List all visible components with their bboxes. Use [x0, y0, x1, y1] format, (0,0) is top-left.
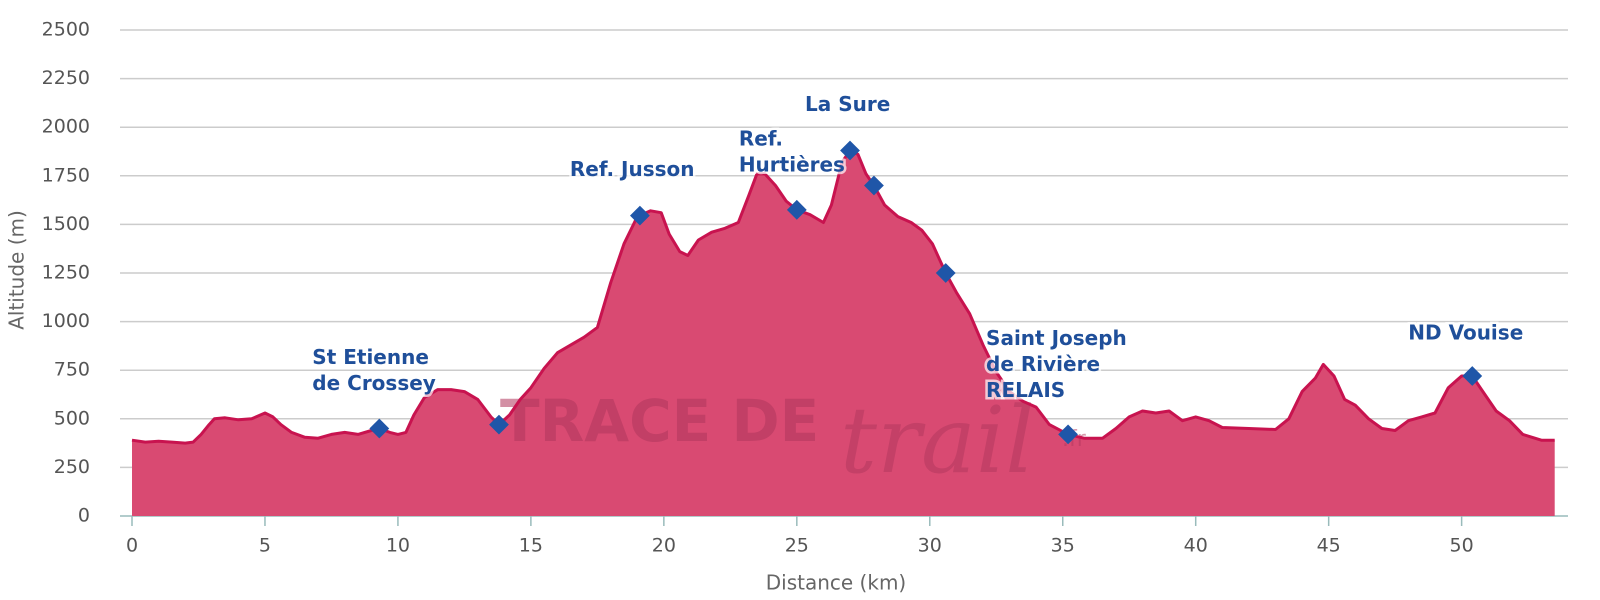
waypoint-label: RELAIS: [986, 378, 1065, 402]
waypoint-label: de Rivière: [986, 352, 1100, 376]
area-fill: [132, 150, 1555, 516]
y-tick-label: 2000: [42, 116, 90, 138]
x-tick-label: 30: [918, 535, 942, 557]
x-axis-title: Distance (km): [766, 571, 906, 595]
x-tick-label: 15: [519, 535, 543, 557]
watermark: trail: [840, 387, 1035, 494]
y-tick-label: 1750: [42, 164, 90, 186]
x-tick-label: 35: [1051, 535, 1075, 557]
y-tick-label: 750: [54, 359, 90, 381]
waypoint-label: Ref. Jusson: [570, 157, 695, 181]
x-tick-label: 50: [1450, 535, 1474, 557]
x-tick-label: 45: [1317, 535, 1341, 557]
y-tick-label: 2500: [42, 19, 90, 41]
waypoint-marker: [489, 414, 509, 435]
x-tick-label: 40: [1184, 535, 1208, 557]
y-tick-label: 250: [54, 456, 90, 478]
y-tick-label: 2250: [42, 67, 90, 89]
y-axis-title: Altitude (m): [5, 210, 29, 330]
waypoint-label: Saint Joseph: [986, 326, 1127, 350]
waypoint-label: La Sure: [805, 92, 890, 116]
waypoint-marker: [935, 263, 956, 283]
y-tick-label: 0: [78, 505, 90, 527]
waypoint-label: ND Vouise: [1408, 321, 1523, 345]
x-tick-label: 10: [386, 535, 410, 557]
waypoint-marker: [369, 418, 390, 439]
waypoint-label: St Etienne: [312, 345, 429, 369]
x-tick-label: 20: [652, 535, 676, 557]
x-tick-label: 25: [785, 535, 809, 557]
x-tick-label: 5: [259, 535, 271, 557]
watermark: TRACE DE: [500, 387, 819, 455]
waypoint-marker: [1058, 424, 1078, 445]
waypoint-label: de Crossey: [312, 371, 436, 395]
waypoint-label: Hurtières: [739, 152, 845, 176]
waypoint-label: Ref.: [739, 126, 783, 150]
waypoint-marker: [1462, 366, 1483, 386]
y-tick-label: 500: [54, 407, 90, 429]
y-tick-label: 1000: [42, 310, 90, 332]
x-tick-label: 0: [126, 535, 138, 557]
y-tick-label: 1250: [42, 262, 90, 284]
y-tick-label: 1500: [42, 213, 90, 235]
